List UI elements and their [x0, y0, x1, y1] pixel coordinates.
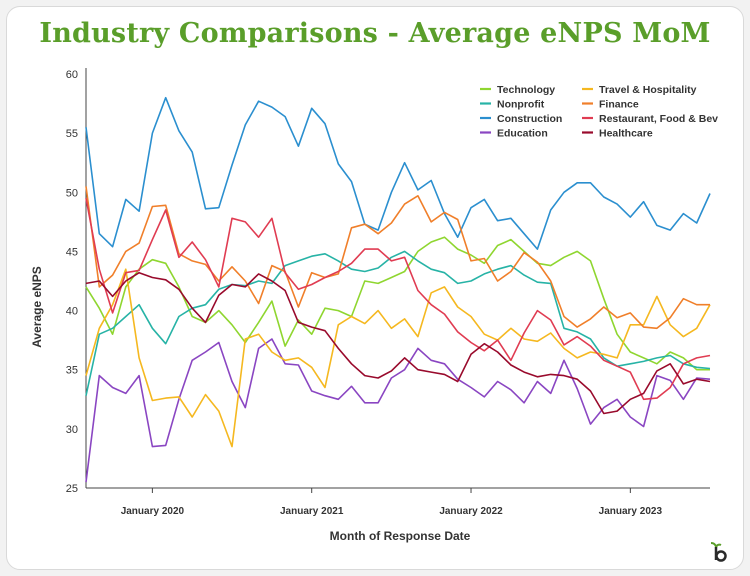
series-line-nonprofit — [85, 250, 711, 396]
x-tick-label: January 2023 — [599, 506, 663, 517]
x-axis-label: Month of Response Date — [330, 529, 471, 543]
y-axis-label: Average eNPS — [30, 266, 44, 348]
y-tick-label: 35 — [66, 365, 78, 377]
legend-item: Nonprofit — [497, 99, 545, 111]
y-tick-label: 50 — [66, 187, 78, 199]
series-line-education — [85, 338, 711, 483]
x-tick-label: January 2022 — [439, 506, 503, 517]
chart-title: Industry Comparisons - Average eNPS MoM — [39, 18, 711, 49]
series-line-construction — [85, 96, 711, 250]
brand-logo-icon — [710, 542, 727, 562]
y-tick-label: 55 — [66, 128, 78, 140]
series-line-restaurant-food-bev — [85, 198, 711, 401]
legend-item: Travel & Hospitality — [599, 84, 697, 96]
series-line-healthcare — [85, 271, 711, 415]
series-line-technology — [85, 236, 710, 371]
y-tick-label: 30 — [66, 424, 78, 436]
legend-item: Healthcare — [599, 128, 653, 140]
legend-item: Restaurant, Food & Bev — [599, 113, 718, 125]
legend-item: Technology — [497, 84, 555, 96]
legend-item: Education — [497, 128, 548, 140]
y-tick-label: 45 — [66, 246, 78, 258]
y-tick-label: 40 — [66, 306, 78, 318]
legend-item: Construction — [497, 113, 562, 125]
x-tick-label: January 2020 — [121, 506, 185, 517]
legend-item: Finance — [599, 99, 639, 111]
y-tick-label: 60 — [66, 69, 78, 81]
series-line-travel-hospitality — [85, 268, 711, 448]
x-tick-label: January 2021 — [280, 506, 344, 517]
y-tick-label: 25 — [66, 483, 78, 495]
series-line-finance — [85, 186, 710, 330]
